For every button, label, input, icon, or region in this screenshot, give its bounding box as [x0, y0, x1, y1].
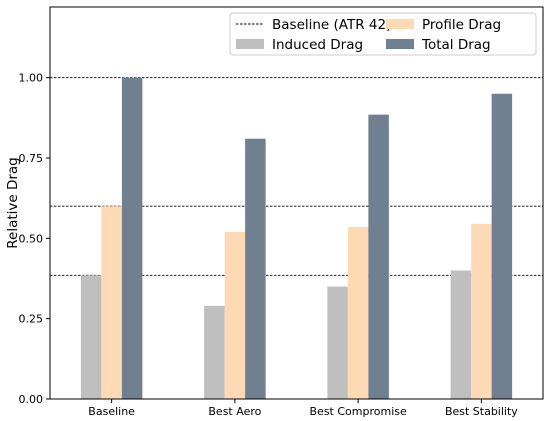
- bar: [224, 231, 246, 399]
- legend-frame: [229, 12, 537, 56]
- x-tick-label: Best Stability: [445, 405, 518, 418]
- bar: [121, 77, 143, 399]
- bar: [347, 227, 369, 399]
- x-tick-label: Best Aero: [208, 405, 261, 418]
- bar: [491, 93, 513, 400]
- bars: [80, 77, 513, 400]
- y-tick-label: 0.00: [19, 393, 44, 406]
- bar: [204, 305, 225, 399]
- x-tick-label: Best Compromise: [310, 405, 407, 418]
- legend-label: Induced Drag: [272, 37, 363, 53]
- legend-label: Total Drag: [421, 37, 491, 53]
- bar: [450, 270, 472, 399]
- bar: [327, 286, 348, 399]
- bar: [471, 223, 492, 399]
- plot-frame: [49, 6, 544, 400]
- legend-label: Baseline (ATR 42): [272, 17, 391, 33]
- legend: Baseline (ATR 42) Profile Drag Induced Dra…: [229, 12, 537, 56]
- legend-label: Profile Drag: [422, 17, 501, 33]
- bar: [101, 206, 122, 399]
- y-axis-label: Relative Drag: [5, 157, 21, 249]
- y-tick-label: 1.00: [19, 72, 44, 85]
- legend-swatch: [386, 19, 414, 29]
- y-tick-label: 0.25: [19, 313, 44, 326]
- x-axis: Baseline Best Aero Best Compromise Best Sta…: [88, 399, 518, 418]
- y-tick-label: 0.50: [19, 232, 44, 245]
- bar: [368, 114, 389, 399]
- bar: [245, 138, 266, 399]
- x-tick-label: Baseline: [88, 405, 135, 418]
- bar: [80, 275, 102, 399]
- legend-swatch: [386, 39, 414, 49]
- y-tick-label: 0.75: [19, 152, 44, 165]
- y-axis: 0.00 0.25 0.50 0.75 1.00: [19, 72, 50, 406]
- legend-swatch: [236, 39, 264, 49]
